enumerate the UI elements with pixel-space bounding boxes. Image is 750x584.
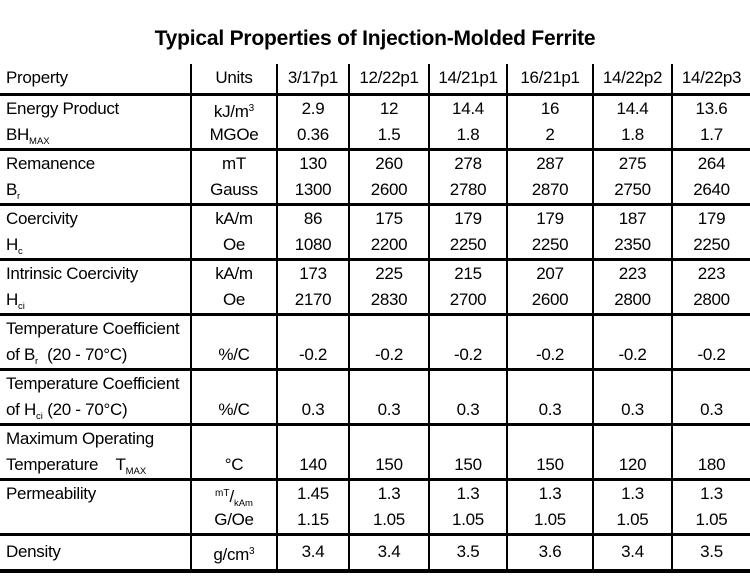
value-cell-temperature-coefficient-hci-14/21p1: 0.3 [428, 369, 507, 426]
table-header: Property Units 3/17p1 12/22p1 14/21p1 16/21p1… [0, 64, 750, 96]
value-cell-permeability-12/22p1: 1.3 1.05 [348, 479, 429, 536]
column-header-14-21p1: 14/21p1 [428, 64, 507, 96]
units-cell-permeability: mT/kAm G/Oe [190, 479, 277, 536]
value-cell-intrinsic-coercivity-14/21p1: 215 2700 [428, 259, 507, 316]
table-row-temperature-coefficient-br: Temperature Coefficient of Br (20 - 70°C)… [0, 314, 750, 371]
units-cell-energy-product: kJ/m3 MGOe [190, 94, 277, 151]
value-cell-maximum-operating-temperature-14/22p3: 180 [671, 424, 750, 481]
property-cell-coercivity: Coercivity Hc [0, 204, 191, 261]
property-cell-temperature-coefficient-br: Temperature Coefficient of Br (20 - 70°C) [0, 314, 191, 371]
value-cell-coercivity-14/21p1: 179 2250 [428, 204, 507, 261]
value-cell-maximum-operating-temperature-14/22p2: 120 [592, 424, 672, 481]
value-cell-maximum-operating-temperature-12/22p1: 150 [348, 424, 429, 481]
value-cell-remanence-16/21p1: 287 2870 [506, 149, 593, 206]
column-header-16-21p1: 16/21p1 [506, 64, 593, 96]
value-cell-temperature-coefficient-br-3/17p1: -0.2 [276, 314, 349, 371]
value-cell-intrinsic-coercivity-3/17p1: 173 2170 [276, 259, 349, 316]
table-body: Energy Product BHMAX kJ/m3 MGOe 2.9 0.36 12 1.5… [0, 94, 750, 573]
value-cell-energy-product-16/21p1: 16 2 [506, 94, 593, 151]
value-cell-coercivity-14/22p3: 179 2250 [671, 204, 750, 261]
property-cell-density: Density [0, 534, 191, 573]
value-cell-density-3/17p1: 3.4 [276, 534, 349, 573]
properties-table: Property Units 3/17p1 12/22p1 14/21p1 16/21p1… [0, 64, 750, 573]
value-cell-temperature-coefficient-hci-16/21p1: 0.3 [506, 369, 593, 426]
value-cell-coercivity-14/22p2: 187 2350 [592, 204, 672, 261]
table-row-intrinsic-coercivity: Intrinsic Coercivity Hci kA/m Oe 173 2170 225 2… [0, 259, 750, 316]
value-cell-maximum-operating-temperature-14/21p1: 150 [428, 424, 507, 481]
value-cell-density-14/22p3: 3.5 [671, 534, 750, 573]
value-cell-remanence-12/22p1: 260 2600 [348, 149, 429, 206]
column-header-3-17p1: 3/17p1 [276, 64, 349, 96]
value-cell-permeability-3/17p1: 1.45 1.15 [276, 479, 349, 536]
value-cell-intrinsic-coercivity-14/22p3: 223 2800 [671, 259, 750, 316]
value-cell-temperature-coefficient-hci-12/22p1: 0.3 [348, 369, 429, 426]
column-header-property: Property [0, 64, 191, 96]
units-cell-density: g/cm3 [190, 534, 277, 573]
property-cell-intrinsic-coercivity: Intrinsic Coercivity Hci [0, 259, 191, 316]
value-cell-temperature-coefficient-br-16/21p1: -0.2 [506, 314, 593, 371]
property-cell-energy-product: Energy Product BHMAX [0, 94, 191, 151]
value-cell-remanence-3/17p1: 130 1300 [276, 149, 349, 206]
value-cell-temperature-coefficient-hci-14/22p2: 0.3 [592, 369, 672, 426]
value-cell-energy-product-12/22p1: 12 1.5 [348, 94, 429, 151]
value-cell-energy-product-14/22p2: 14.4 1.8 [592, 94, 672, 151]
property-cell-remanence: Remanence Br [0, 149, 191, 206]
value-cell-coercivity-3/17p1: 86 1080 [276, 204, 349, 261]
column-header-14-22p3: 14/22p3 [671, 64, 750, 96]
value-cell-maximum-operating-temperature-16/21p1: 150 [506, 424, 593, 481]
value-cell-remanence-14/22p3: 264 2640 [671, 149, 750, 206]
value-cell-temperature-coefficient-br-14/21p1: -0.2 [428, 314, 507, 371]
value-cell-temperature-coefficient-br-12/22p1: -0.2 [348, 314, 429, 371]
property-cell-temperature-coefficient-hci: Temperature Coefficient of Hci (20 - 70°C… [0, 369, 191, 426]
value-cell-energy-product-14/22p3: 13.6 1.7 [671, 94, 750, 151]
column-header-units: Units [190, 64, 277, 96]
value-cell-energy-product-3/17p1: 2.9 0.36 [276, 94, 349, 151]
units-cell-remanence: mT Gauss [190, 149, 277, 206]
value-cell-intrinsic-coercivity-16/21p1: 207 2600 [506, 259, 593, 316]
value-cell-density-14/22p2: 3.4 [592, 534, 672, 573]
units-cell-coercivity: kA/m Oe [190, 204, 277, 261]
value-cell-temperature-coefficient-br-14/22p3: -0.2 [671, 314, 750, 371]
table-row-permeability: Permeability mT/kAm G/Oe 1.45 1.15 1.3 1.05 1.3… [0, 479, 750, 536]
property-cell-permeability: Permeability [0, 479, 191, 536]
value-cell-intrinsic-coercivity-12/22p1: 225 2830 [348, 259, 429, 316]
column-header-12-22p1: 12/22p1 [348, 64, 429, 96]
units-cell-temperature-coefficient-br: %/C [190, 314, 277, 371]
value-cell-coercivity-16/21p1: 179 2250 [506, 204, 593, 261]
value-cell-temperature-coefficient-br-14/22p2: -0.2 [592, 314, 672, 371]
value-cell-temperature-coefficient-hci-3/17p1: 0.3 [276, 369, 349, 426]
table-row-coercivity: Coercivity Hc kA/m Oe 86 1080 175 2200 179 2250 17… [0, 204, 750, 261]
table-row-temperature-coefficient-hci: Temperature Coefficient of Hci (20 - 70°C… [0, 369, 750, 426]
table-row-energy-product: Energy Product BHMAX kJ/m3 MGOe 2.9 0.36 12 1.5… [0, 94, 750, 151]
value-cell-density-16/21p1: 3.6 [506, 534, 593, 573]
header-row: Property Units 3/17p1 12/22p1 14/21p1 16/21p1… [0, 64, 750, 96]
value-cell-maximum-operating-temperature-3/17p1: 140 [276, 424, 349, 481]
property-cell-maximum-operating-temperature: Maximum Operating Temperature TMAX [0, 424, 191, 481]
units-cell-temperature-coefficient-hci: %/C [190, 369, 277, 426]
value-cell-permeability-16/21p1: 1.3 1.05 [506, 479, 593, 536]
value-cell-permeability-14/21p1: 1.3 1.05 [428, 479, 507, 536]
value-cell-permeability-14/22p3: 1.3 1.05 [671, 479, 750, 536]
table-row-density: Density g/cm3 3.4 3.4 3.5 3.6 3.4 3.5 [0, 534, 750, 573]
table-row-remanence: Remanence Br mT Gauss 130 1300 260 2600 278 2780 2… [0, 149, 750, 206]
value-cell-temperature-coefficient-hci-14/22p3: 0.3 [671, 369, 750, 426]
value-cell-intrinsic-coercivity-14/22p2: 223 2800 [592, 259, 672, 316]
table-row-maximum-operating-temperature: Maximum Operating Temperature TMAX °C 140 15… [0, 424, 750, 481]
units-cell-intrinsic-coercivity: kA/m Oe [190, 259, 277, 316]
value-cell-density-14/21p1: 3.5 [428, 534, 507, 573]
value-cell-remanence-14/22p2: 275 2750 [592, 149, 672, 206]
value-cell-permeability-14/22p2: 1.3 1.05 [592, 479, 672, 536]
units-cell-maximum-operating-temperature: °C [190, 424, 277, 481]
value-cell-energy-product-14/21p1: 14.4 1.8 [428, 94, 507, 151]
column-header-14-22p2: 14/22p2 [592, 64, 672, 96]
value-cell-density-12/22p1: 3.4 [348, 534, 429, 573]
page-title: Typical Properties of Injection-Molded F… [154, 27, 596, 50]
value-cell-remanence-14/21p1: 278 2780 [428, 149, 507, 206]
value-cell-coercivity-12/22p1: 175 2200 [348, 204, 429, 261]
